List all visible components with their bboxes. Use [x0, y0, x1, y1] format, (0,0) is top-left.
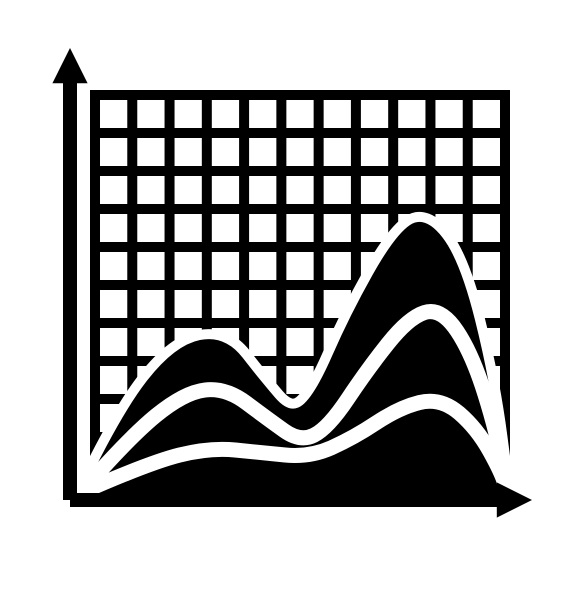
area-chart-svg: [0, 0, 570, 600]
y-axis-arrow-icon: [52, 48, 87, 83]
x-axis-arrow-icon: [497, 482, 532, 517]
area-chart-icon: [0, 0, 570, 600]
